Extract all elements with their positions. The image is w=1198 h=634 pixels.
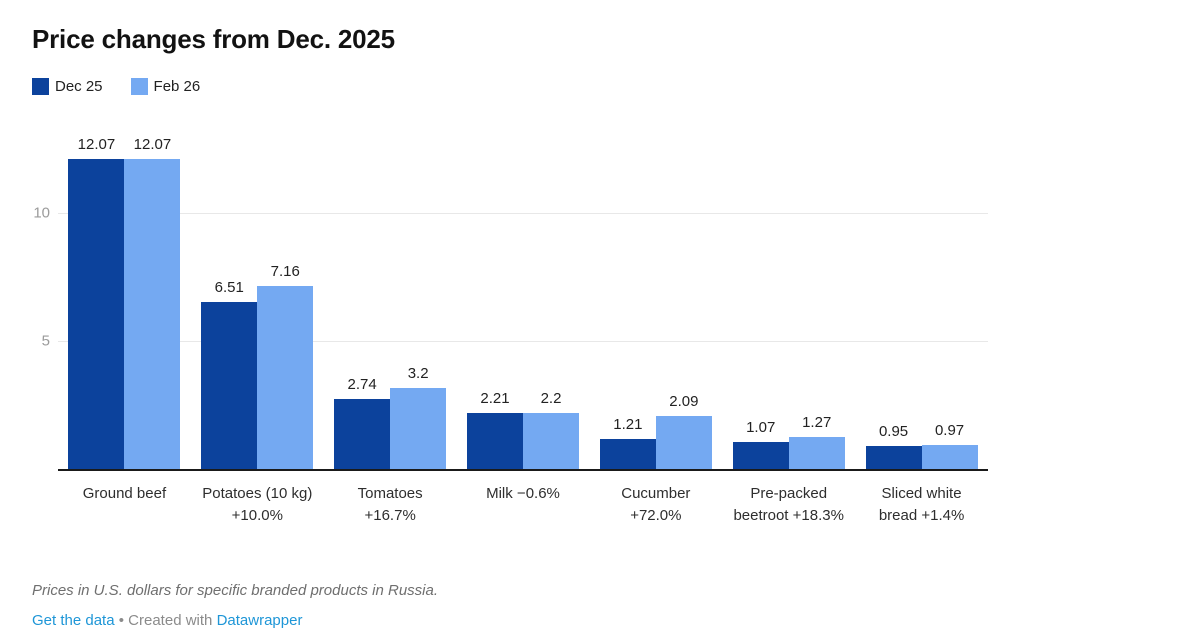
footer-separator-dot: •	[118, 612, 124, 629]
category-label-sliced-white-bread-1-4: Sliced white bread +1.4%	[878, 485, 965, 524]
chart-title: Price changes from Dec. 2025	[32, 24, 395, 54]
bar-feb-26-milk-0-6[interactable]	[523, 413, 579, 470]
value-label-dec-25-pre-packed-beetroot-18-3: 1.07	[746, 419, 776, 437]
footer-links: Get the data • Created with Datawrapper	[32, 612, 302, 629]
value-label-dec-25-milk-0-6: 2.21	[480, 390, 510, 408]
category-label-milk-0-6: Milk −0.6%	[486, 485, 560, 502]
chart-area: 5 10 12.07 6.51 2.74 2.21 1.21 1.07 0.95 12.07 7.1…	[0, 120, 1198, 560]
bar-dec-25-sliced-white-bread-1-4[interactable]	[865, 445, 922, 470]
bar-feb-26-sliced-white-bread-1-4[interactable]	[921, 445, 978, 470]
value-label-feb-26-milk-0-6: 2.2	[540, 390, 562, 408]
value-label-feb-26-potatoes-10-kg-10-0: 7.16	[270, 262, 300, 280]
bar-feb-26-cucumber-72-0[interactable]	[655, 416, 712, 470]
bar-feb-26-potatoes-10-kg-10-0[interactable]	[257, 285, 314, 470]
category-label-potatoes-10-kg-10-0: Potatoes (10 kg) +10.0%	[202, 485, 313, 524]
bar-dec-25-ground-beef[interactable]	[68, 159, 125, 470]
legend-swatch-dec25	[32, 78, 49, 95]
legend-swatch-feb26	[130, 78, 148, 95]
value-label-feb-26-tomatoes-16-7: 3.2	[407, 364, 429, 382]
footer-created-with-text: Created with	[128, 612, 213, 629]
legend-item-dec25: Dec 25	[32, 78, 103, 95]
legend-label-dec25: Dec 25	[55, 78, 103, 95]
legend-label-feb26: Feb 26	[153, 78, 201, 95]
bar-dec-25-cucumber-72-0[interactable]	[599, 438, 656, 470]
gridline-10	[58, 212, 988, 214]
legend-item-feb26: Feb 26	[130, 78, 201, 95]
value-label-feb-26-pre-packed-beetroot-18-3: 1.27	[802, 414, 832, 432]
bar-dec-25-potatoes-10-kg-10-0[interactable]	[201, 302, 258, 470]
value-label-dec-25-sliced-white-bread-1-4: 0.95	[878, 422, 909, 440]
footer-note: Prices in U.S. dollars for specific bran…	[32, 582, 439, 599]
value-label-feb-26-sliced-white-bread-1-4: 0.97	[934, 422, 965, 440]
x-axis-baseline	[58, 469, 988, 471]
get-the-data-link[interactable]: Get the data	[32, 612, 115, 629]
value-label-feb-26-ground-beef: 12.07	[133, 136, 172, 154]
value-label-dec-25-potatoes-10-kg-10-0: 6.51	[214, 279, 244, 297]
bar-dec-25-tomatoes-16-7[interactable]	[334, 399, 391, 470]
y-axis-tick-10: 10	[33, 204, 50, 222]
bar-dec-25-milk-0-6[interactable]	[467, 413, 523, 470]
bar-feb-26-ground-beef[interactable]	[124, 159, 181, 470]
category-label-cucumber-72-0: Cucumber +72.0%	[621, 485, 691, 524]
value-label-dec-25-cucumber-72-0: 1.21	[613, 415, 643, 433]
bar-feb-26-tomatoes-16-7[interactable]	[390, 387, 447, 470]
datawrapper-link[interactable]: Datawrapper	[216, 612, 303, 629]
y-axis-tick-5: 5	[41, 332, 50, 350]
category-label-pre-packed-beetroot-18-3: Pre-packed beetroot +18.3%	[733, 485, 844, 524]
category-label-tomatoes-16-7: Tomatoes +16.7%	[357, 485, 423, 524]
value-label-dec-25-tomatoes-16-7: 2.74	[347, 376, 377, 394]
category-label-ground-beef: Ground beef	[82, 485, 167, 502]
value-label-feb-26-cucumber-72-0: 2.09	[669, 393, 699, 411]
bar-dec-25-pre-packed-beetroot-18-3[interactable]	[732, 442, 789, 470]
legend: Dec 25 Feb 26	[32, 78, 200, 95]
value-label-dec-25-ground-beef: 12.07	[77, 136, 116, 154]
bar-feb-26-pre-packed-beetroot-18-3[interactable]	[788, 437, 845, 470]
gridline-5	[58, 341, 988, 343]
